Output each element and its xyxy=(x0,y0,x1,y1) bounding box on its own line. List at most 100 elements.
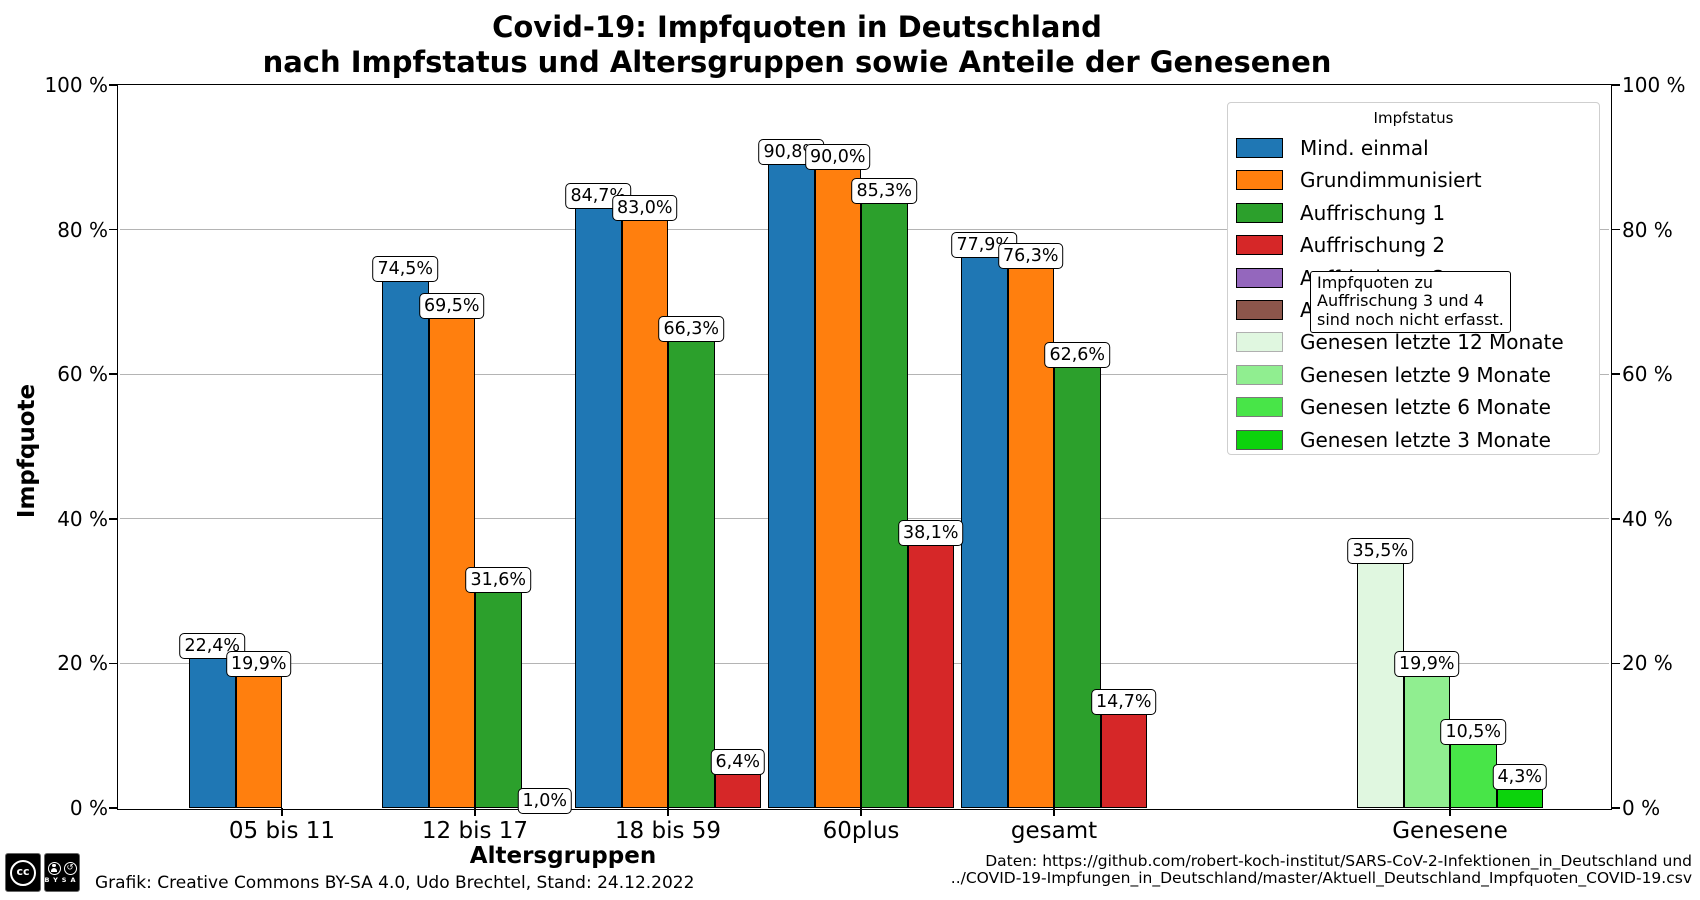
legend-item-genesen-letzte-9-monate: Genesen letzte 9 Monate xyxy=(1236,360,1551,390)
bar-label-genesen-letzte-12-monate-genesene: 35,5% xyxy=(1347,538,1414,565)
y-tick-label-right-80: 80 % xyxy=(1622,217,1673,242)
chart-title-line2: nach Impfstatus und Altersgruppen sowie … xyxy=(262,45,1332,79)
legend-label: Auffrischung 2 xyxy=(1300,233,1446,258)
annotation-line: Auffrischung 3 und 4 xyxy=(1317,291,1484,311)
y-tick-label-left-100: 100 % xyxy=(44,73,108,97)
bar-label-grundimmunisiert-18-bis-59: 83,0% xyxy=(611,194,678,221)
y-tick-left xyxy=(108,807,117,809)
bar-label-auffrischung-1-gesamt: 62,6% xyxy=(1044,342,1111,369)
legend-item-genesen-letzte-6-monate: Genesen letzte 6 Monate xyxy=(1236,392,1551,422)
bar-mind-einmal-gesamt xyxy=(961,244,1008,808)
legend-swatch-genesen-letzte-12-monate xyxy=(1236,332,1283,353)
bar-grundimmunisiert-18-bis-59 xyxy=(621,207,668,808)
x-tick-18-bis-59 xyxy=(667,808,669,816)
y-tick-label-left-20: 20 % xyxy=(57,651,108,676)
bar-auffrischung-2-gesamt xyxy=(1100,701,1147,808)
legend-label: Genesen letzte 12 Monate xyxy=(1300,330,1564,355)
cc-license-badge: cc ↺ BYSA xyxy=(5,853,80,892)
bar-auffrischung-1-18-bis-59 xyxy=(668,328,715,808)
x-tick-genesene xyxy=(1449,808,1451,816)
bar-auffrischung-2-60plus xyxy=(907,532,954,808)
bar-label-auffrischung-2-18-bis-59: 6,4% xyxy=(710,748,765,775)
y-tick-right xyxy=(1611,84,1620,86)
bar-genesen-letzte-12-monate-genesene xyxy=(1357,551,1404,808)
y-tick-label-right-20: 20 % xyxy=(1622,651,1673,676)
y-tick-label-right-40: 40 % xyxy=(1622,506,1673,531)
legend-item-genesen-letzte-3-monate: Genesen letzte 3 Monate xyxy=(1236,425,1551,455)
bar-label-auffrischung-2-12-bis-17: 1,0% xyxy=(517,787,572,814)
bar-label-genesen-letzte-3-monate-genesene: 4,3% xyxy=(1492,763,1547,790)
credit-text: Grafik: Creative Commons BY-SA 4.0, Udo … xyxy=(95,873,695,893)
bar-grundimmunisiert-12-bis-17 xyxy=(428,305,475,808)
legend-item-genesen-letzte-12-monate: Genesen letzte 12 Monate xyxy=(1236,327,1564,357)
data-source-line1: Daten: https://github.com/robert-koch-in… xyxy=(985,852,1692,870)
x-tick-label-18-bis-59: 18 bis 59 xyxy=(614,818,722,844)
bar-label-grundimmunisiert-60plus: 90,0% xyxy=(804,144,871,171)
y-tick-left xyxy=(108,228,117,231)
legend-label: Mind. einmal xyxy=(1300,136,1429,160)
data-source-text: Daten: https://github.com/robert-koch-in… xyxy=(900,853,1692,887)
x-axis-label: Altersgruppen xyxy=(469,843,657,869)
legend-title: Impfstatus xyxy=(1373,109,1454,127)
bar-auffrischung-1-60plus xyxy=(861,191,908,808)
y-tick-right xyxy=(1611,228,1620,231)
cc-icon: cc xyxy=(5,853,41,892)
x-tick-label-60plus: 60plus xyxy=(822,818,900,844)
legend-item-auffrischung-1: Auffrischung 1 xyxy=(1236,198,1445,228)
y-tick-label-right-0: 0 % xyxy=(1622,796,1661,820)
legend: Impfstatus Mind. einmal Grundimmunisiert A… xyxy=(1227,102,1600,455)
y-tick-label-right-60: 60 % xyxy=(1622,362,1673,387)
legend-swatch-genesen-letzte-6-monate xyxy=(1236,397,1283,418)
bar-label-auffrischung-1-60plus: 85,3% xyxy=(851,178,918,205)
y-tick-label-left-0: 0 % xyxy=(69,796,108,820)
bar-label-genesen-letzte-6-monate-genesene: 10,5% xyxy=(1440,719,1507,746)
legend-swatch-auffrischung-2 xyxy=(1236,235,1283,256)
cc-logo-icon: cc xyxy=(10,859,36,886)
cc-by-person-icon xyxy=(47,861,61,875)
y-tick-right xyxy=(1611,518,1620,520)
legend-item-mind-einmal: Mind. einmal xyxy=(1236,133,1429,163)
bar-label-genesen-letzte-9-monate-genesene: 19,9% xyxy=(1393,651,1460,678)
legend-swatch-auffrischung-1 xyxy=(1236,202,1283,223)
y-tick-label-right-100: 100 % xyxy=(1622,73,1686,97)
cc-by-sa-icon: ↺ BYSA xyxy=(44,853,80,892)
y-tick-left xyxy=(108,662,117,665)
x-tick-60plus xyxy=(860,808,862,816)
legend-swatch-grundimmunisiert xyxy=(1236,170,1283,191)
bar-label-grundimmunisiert-12-bis-17: 69,5% xyxy=(418,292,485,319)
legend-swatch-auffrischung-3 xyxy=(1236,267,1283,288)
bar-mind-einmal-12-bis-17 xyxy=(382,269,429,808)
bar-grundimmunisiert-gesamt xyxy=(1007,256,1054,808)
legend-swatch-auffrischung-4 xyxy=(1236,300,1283,320)
y-tick-right xyxy=(1611,373,1620,375)
legend-item-auffrischung-2: Auffrischung 2 xyxy=(1236,230,1445,260)
bar-label-auffrischung-1-18-bis-59: 66,3% xyxy=(658,315,725,342)
bar-mind-einmal-60plus xyxy=(768,151,815,808)
x-tick-gesamt xyxy=(1053,808,1055,816)
y-tick-right xyxy=(1611,807,1620,809)
bar-label-auffrischung-2-gesamt: 14,7% xyxy=(1090,688,1157,715)
chart-title-line1: Covid-19: Impfquoten in Deutschland xyxy=(492,10,1102,44)
bar-grundimmunisiert-60plus xyxy=(814,157,861,808)
legend-label: Genesen letzte 6 Monate xyxy=(1300,395,1551,420)
legend-swatch-genesen-letzte-3-monate xyxy=(1236,429,1283,450)
annotation-line: sind noch nicht erfasst. xyxy=(1317,309,1504,329)
bar-grundimmunisiert-05-bis-11 xyxy=(235,664,282,808)
y-axis-label: Impfquote xyxy=(14,383,40,519)
x-tick-label-05-bis-11: 05 bis 11 xyxy=(228,818,336,844)
y-tick-left xyxy=(108,373,117,375)
legend-swatch-mind-einmal xyxy=(1236,138,1283,158)
bar-auffrischung-1-gesamt xyxy=(1054,355,1101,808)
legend-swatch-genesen-letzte-9-monate xyxy=(1236,364,1283,385)
bar-label-auffrischung-1-12-bis-17: 31,6% xyxy=(465,566,532,593)
legend-item-grundimmunisiert: Grundimmunisiert xyxy=(1236,165,1482,195)
y-tick-label-left-60: 60 % xyxy=(57,362,108,387)
x-tick-label-genesene: Genesene xyxy=(1392,818,1508,844)
bar-label-grundimmunisiert-gesamt: 76,3% xyxy=(997,243,1064,270)
chart-title: Covid-19: Impfquoten in Deutschland nach… xyxy=(0,10,1594,80)
x-tick-label-12-bis-17: 12 bis 17 xyxy=(421,818,529,844)
bar-label-grundimmunisiert-05-bis-11: 19,9% xyxy=(225,651,292,678)
bar-mind-einmal-18-bis-59 xyxy=(575,195,622,808)
x-tick-12-bis-17 xyxy=(474,808,476,816)
